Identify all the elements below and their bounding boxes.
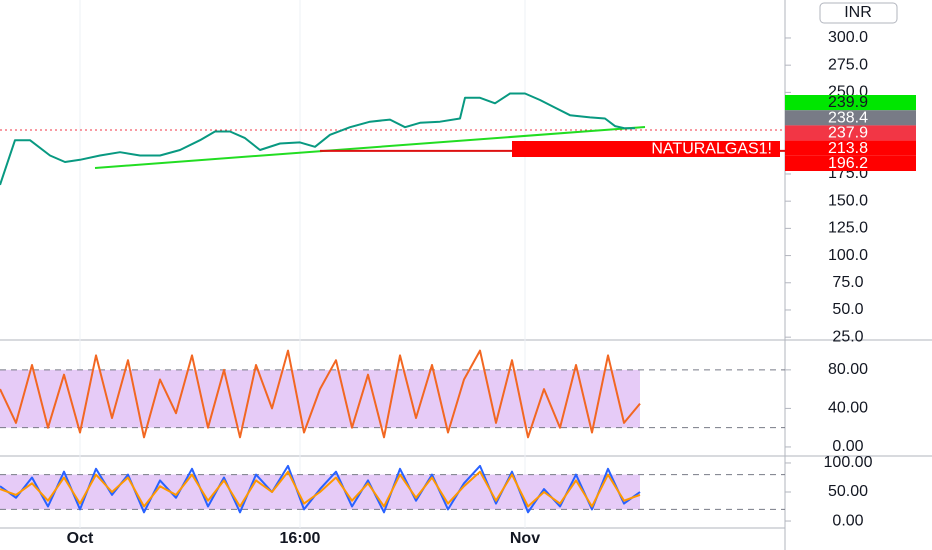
y-tick-label: 300.0: [828, 29, 868, 46]
currency-badge[interactable]: [819, 2, 898, 24]
x-tick-label: Nov: [510, 530, 540, 547]
y-tick-label: 150.0: [828, 192, 868, 209]
x-tick-label: 16:00: [280, 530, 321, 547]
y-tick-label: 0.00: [832, 512, 863, 529]
band: [0, 369, 640, 428]
y-tick-label: 40.00: [828, 400, 868, 417]
price-label-box: [785, 155, 916, 171]
y-tick-label: 50.0: [832, 301, 863, 318]
y-tick-label: 75.0: [832, 274, 863, 291]
series-line: [0, 470, 641, 508]
y-tick-label: 50.00: [828, 483, 868, 500]
price-label: 237.9: [828, 125, 868, 142]
y-tick-label: 100.00: [824, 454, 873, 471]
y-tick-label: 100.0: [828, 247, 868, 264]
series-line: [0, 349, 641, 439]
trend-line: [94, 125, 646, 169]
price-label-box: [785, 110, 916, 126]
y-tick-label: 25.0: [832, 328, 863, 345]
symbol-label: NATURALGAS1!: [651, 141, 772, 158]
y-tick-label: 0.00: [832, 438, 863, 455]
price-label: 196.2: [828, 155, 868, 172]
currency-label: INR: [844, 4, 872, 21]
price-label: 213.8: [828, 140, 868, 157]
y-tick-label: 80.00: [828, 361, 868, 378]
price-label-box: [785, 140, 916, 156]
series-line: [0, 92, 635, 186]
plot-layer: 25.050.075.0100.0125.0150.0175.0200.0225…: [0, 0, 916, 547]
price-label-box: [785, 125, 916, 141]
symbol-label-box: [512, 141, 780, 157]
price-label: 238.4: [828, 109, 868, 126]
y-tick-label: 125.0: [828, 220, 868, 237]
price-label-box: [785, 95, 916, 111]
x-tick-label: Oct: [67, 530, 94, 547]
y-tick-label: 275.0: [828, 56, 868, 73]
price-label: 239.9: [828, 94, 868, 111]
